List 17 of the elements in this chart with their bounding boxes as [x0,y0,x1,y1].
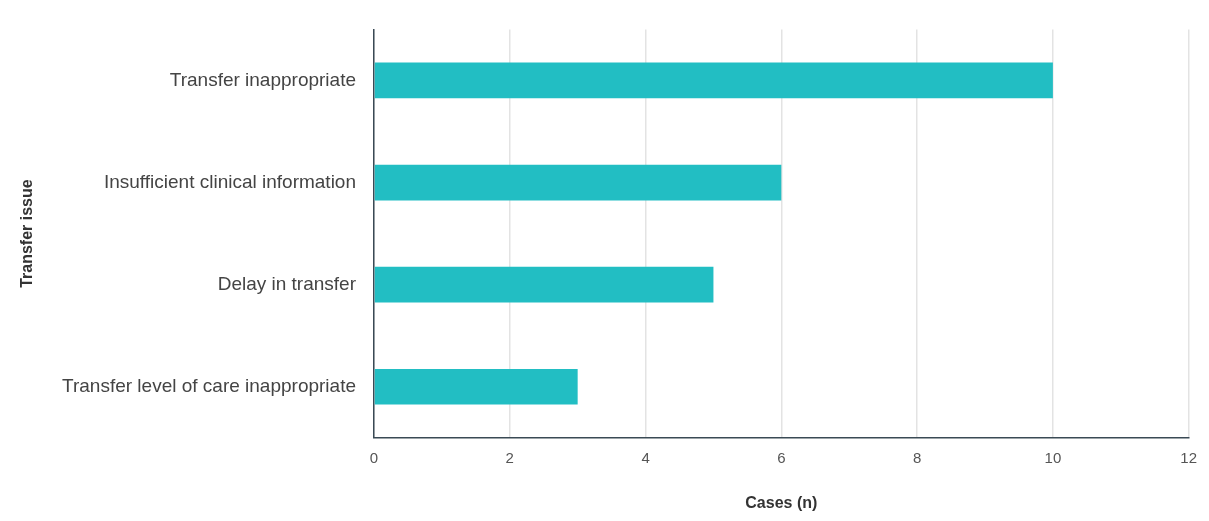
bar [374,62,1053,99]
x-tick-label: 10 [1044,448,1062,466]
y-axis-title: Transfer issue [18,179,36,288]
bar [374,266,714,303]
bar [374,164,782,201]
x-tick-label: 0 [369,448,379,466]
x-tick-label: 2 [505,448,514,466]
x-axis-title: Cases (n) [745,493,818,511]
y-tick-label: Transfer level of care inappropriate [62,374,356,396]
x-tick-label: 12 [1180,448,1197,466]
x-tick-label: 4 [641,448,650,466]
x-tick-label: 8 [912,448,922,466]
y-tick-label: Transfer inappropriate [169,68,356,90]
x-tick-label: 6 [777,448,786,466]
y-tick-label: Insufficient clinical information [103,170,356,192]
y-tick-label: Delay in transfer [217,272,357,294]
bar [374,368,578,405]
